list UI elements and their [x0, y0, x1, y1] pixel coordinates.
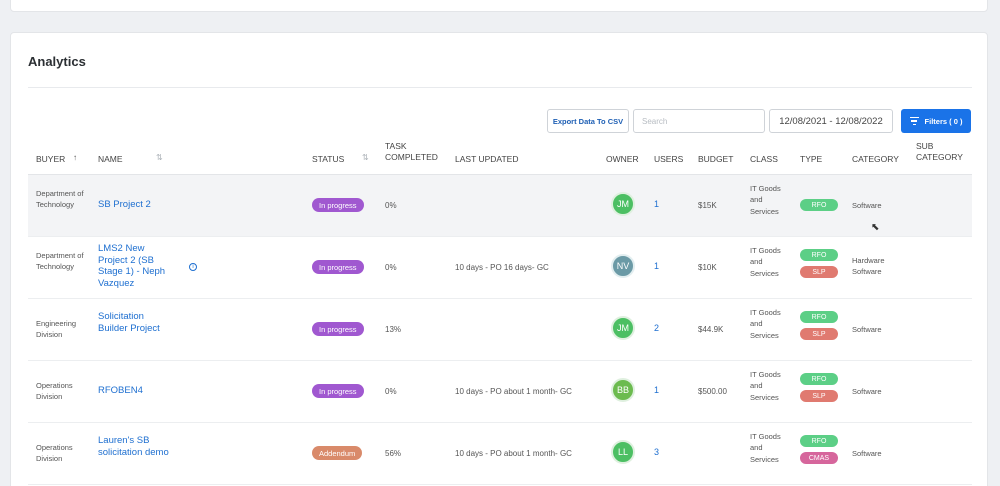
sort-icon[interactable]: ⇅	[362, 153, 369, 162]
buyer-cell: Operations Division	[36, 381, 73, 401]
last-updated-cell: 10 days - PO about 1 month- GC	[455, 387, 572, 396]
class-cell: IT Goods and Services	[750, 432, 781, 464]
type-badge: SLP	[800, 390, 838, 402]
task-completed-cell: 56%	[385, 449, 402, 458]
project-name-link[interactable]: LMS2 New Project 2 (SB Stage 1) - Neph V…	[98, 243, 166, 289]
project-name-link[interactable]: Solicitation Builder Project	[98, 311, 160, 334]
users-link[interactable]: 2	[654, 323, 660, 333]
status-badge: In progress	[312, 322, 364, 336]
budget-cell: $15K	[698, 201, 717, 210]
task-completed-cell: 0%	[385, 201, 397, 210]
col-subcategory-line2[interactable]: CATEGORY	[916, 152, 963, 162]
type-badge: RFO	[800, 435, 838, 447]
table-header: BUYER ↑ NAME ⇅ STATUS ⇅ TASK COMPLETED L…	[28, 137, 972, 175]
category-cell: Software	[852, 201, 882, 210]
type-badge: SLP	[800, 328, 838, 340]
col-category[interactable]: CATEGORY	[852, 154, 899, 164]
class-cell: IT Goods and Services	[750, 246, 781, 278]
info-icon[interactable]: i	[189, 263, 197, 271]
export-csv-button[interactable]: Export Data To CSV	[547, 109, 629, 133]
table-row[interactable]: Operations Division RFOBEN4 In progress …	[28, 361, 972, 423]
col-name[interactable]: NAME	[98, 154, 123, 164]
last-updated-cell: 10 days - PO 16 days- GC	[455, 263, 549, 272]
avatar[interactable]: JM	[611, 316, 635, 340]
table-row[interactable]: Department of Technology SB Project 2 In…	[28, 175, 972, 237]
status-badge: In progress	[312, 260, 364, 274]
table-row[interactable]: Operations Division Lauren's SB solicita…	[28, 423, 972, 485]
date-range-picker[interactable]: 12/08/2021 - 12/08/2022	[769, 109, 893, 133]
class-cell: IT Goods and Services	[750, 184, 781, 216]
budget-cell: $500.00	[698, 387, 727, 396]
class-cell: IT Goods and Services	[750, 308, 781, 340]
avatar[interactable]: NV	[611, 254, 635, 278]
col-task-line1[interactable]: TASK	[385, 141, 407, 151]
last-updated-cell: 10 days - PO about 1 month- GC	[455, 449, 572, 458]
col-type[interactable]: TYPE	[800, 154, 823, 164]
buyer-cell: Engineering Division	[36, 319, 77, 339]
col-users[interactable]: USERS	[654, 154, 684, 164]
users-link[interactable]: 1	[654, 199, 660, 209]
task-completed-cell: 13%	[385, 325, 402, 334]
top-card	[10, 0, 988, 12]
col-last-updated[interactable]: LAST UPDATED	[455, 154, 519, 164]
project-name-link[interactable]: RFOBEN4	[98, 385, 143, 396]
type-badge: RFO	[800, 373, 838, 385]
buyer-cell: Department of Technology	[36, 251, 84, 271]
status-badge: In progress	[312, 198, 364, 212]
users-link[interactable]: 1	[654, 385, 660, 395]
project-name-link[interactable]: SB Project 2	[98, 199, 151, 210]
type-badge: RFO	[800, 249, 838, 261]
mouse-cursor-icon: ⬉	[871, 222, 880, 233]
col-task-line2[interactable]: COMPLETED	[385, 152, 438, 162]
status-badge: Addendum	[312, 446, 363, 460]
divider	[28, 87, 972, 88]
class-cell: IT Goods and Services	[750, 370, 781, 402]
analytics-panel: Analytics Export Data To CSV 12/08/2021 …	[10, 32, 988, 486]
category-cell: Software	[852, 449, 882, 458]
category-cell: Hardware Software	[852, 256, 885, 276]
budget-cell: $44.9K	[698, 325, 724, 334]
type-badge: CMAS	[800, 452, 838, 464]
avatar[interactable]: JM	[611, 192, 635, 216]
category-cell: Software	[852, 325, 882, 334]
panel-title: Analytics	[28, 54, 86, 69]
buyer-cell: Department of Technology	[36, 189, 84, 209]
users-link[interactable]: 3	[654, 447, 660, 457]
task-completed-cell: 0%	[385, 263, 397, 272]
type-badge: RFO	[800, 199, 838, 211]
search-input[interactable]	[633, 109, 765, 133]
task-completed-cell: 0%	[385, 387, 397, 396]
col-subcategory-line1[interactable]: SUB	[916, 141, 934, 151]
sort-asc-icon[interactable]: ↑	[73, 153, 77, 162]
status-badge: In progress	[312, 384, 364, 398]
users-link[interactable]: 1	[654, 261, 660, 271]
table-row[interactable]: Department of Technology LMS2 New Projec…	[28, 237, 972, 299]
col-budget[interactable]: BUDGET	[698, 154, 734, 164]
avatar[interactable]: LL	[611, 440, 635, 464]
category-cell: Software	[852, 387, 882, 396]
filters-label: Filters ( 0 )	[924, 116, 963, 126]
col-buyer[interactable]: BUYER	[36, 154, 66, 164]
project-name-link[interactable]: Lauren's SB solicitation demo	[98, 435, 169, 458]
col-owner[interactable]: OWNER	[606, 154, 639, 164]
filters-button[interactable]: Filters ( 0 )	[901, 109, 971, 133]
avatar[interactable]: BB	[611, 378, 635, 402]
col-status[interactable]: STATUS	[312, 154, 345, 164]
sort-icon[interactable]: ⇅	[156, 153, 163, 162]
type-badge: SLP	[800, 266, 838, 278]
budget-cell: $10K	[698, 263, 717, 272]
type-badge: RFO	[800, 311, 838, 323]
col-class[interactable]: CLASS	[750, 154, 778, 164]
table-row[interactable]: Engineering Division Solicitation Builde…	[28, 299, 972, 361]
buyer-cell: Operations Division	[36, 443, 73, 463]
filter-icon	[909, 117, 919, 125]
